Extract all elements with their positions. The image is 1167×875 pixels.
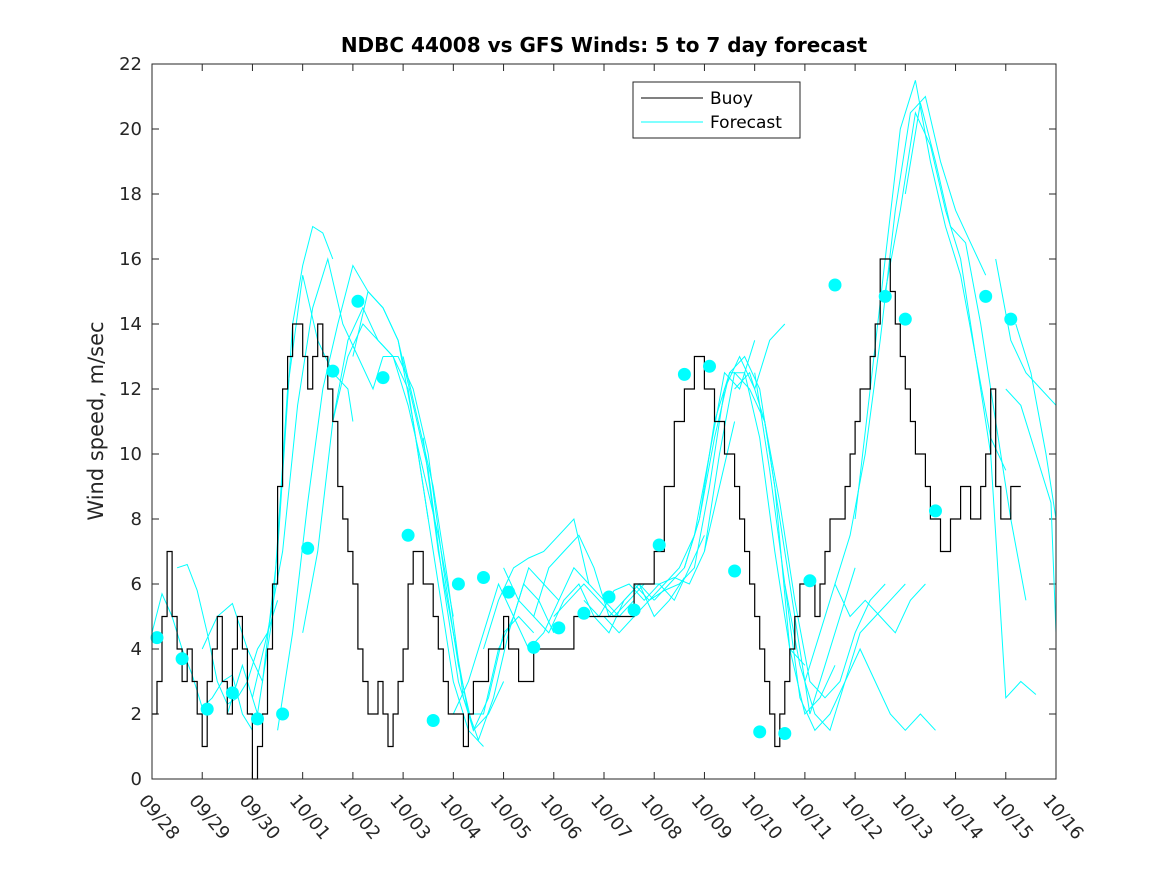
forecast-marker (898, 312, 912, 326)
buoy-series-group (152, 258, 1021, 780)
forecast-marker (527, 640, 541, 654)
y-tick-label: 2 (131, 704, 142, 725)
legend: Buoy Forecast (632, 81, 801, 139)
y-tick-label: 12 (119, 379, 142, 400)
y-axis-ticks: 0 2 4 6 8 10 12 14 16 18 20 22 (119, 54, 1056, 790)
forecast-series-line (703, 371, 856, 715)
forecast-series-line (995, 258, 1057, 406)
forecast-series-line (904, 102, 1027, 601)
y-tick-label: 4 (131, 639, 142, 660)
forecast-marker (677, 367, 691, 381)
forecast-marker (878, 289, 892, 303)
forecast-series-line (754, 372, 906, 732)
plot-area-frame (151, 63, 1057, 780)
forecast-series-line (834, 95, 987, 585)
y-tick-label: 20 (119, 119, 142, 140)
forecast-marker (778, 727, 792, 740)
forecast-marker (502, 585, 516, 599)
forecast-series-line (784, 583, 936, 732)
forecast-series-line (1015, 323, 1057, 520)
legend-label-forecast: Forecast (710, 113, 782, 133)
forecast-marker (301, 541, 315, 555)
forecast-marker (200, 702, 214, 716)
forecast-marker (753, 725, 767, 739)
forecast-marker (577, 606, 591, 620)
forecast-marker (929, 504, 942, 518)
forecast-marker (175, 652, 189, 666)
forecast-marker (477, 571, 490, 584)
forecast-marker (828, 278, 842, 292)
forecast-marker (426, 714, 440, 727)
forecast-marker (326, 364, 340, 378)
forecast-series-line (633, 323, 786, 601)
forecast-marker (401, 528, 415, 542)
forecast-series-line (332, 306, 484, 747)
forecast-series-line (1005, 388, 1057, 633)
forecast-marker (225, 686, 239, 700)
y-tick-label: 8 (131, 509, 142, 530)
forecast-series-line (804, 582, 926, 682)
forecast-marker (351, 294, 365, 308)
forecast-marker (451, 577, 465, 591)
forecast-marker (602, 590, 616, 604)
forecast-series-line (402, 356, 555, 742)
y-axis-label: Wind speed, m/sec (84, 321, 108, 520)
legend-label-buoy: Buoy (710, 89, 753, 109)
forecast-series-line (452, 566, 590, 715)
y-tick-label: 18 (119, 184, 142, 205)
forecast-marker (803, 574, 817, 588)
forecast-marker (627, 603, 641, 617)
forecast-series-line (251, 257, 384, 698)
forecast-marker (276, 707, 290, 721)
forecast-marker (251, 712, 264, 726)
forecast-marker (1004, 312, 1018, 326)
forecast-series-line (422, 437, 560, 715)
forecast-marker (150, 631, 164, 645)
forecast-series-line (884, 111, 1037, 700)
y-tick-label: 6 (131, 574, 142, 595)
forecast-marker (652, 538, 666, 552)
y-tick-label: 22 (119, 54, 142, 75)
y-tick-label: 14 (119, 314, 142, 335)
y-tick-label: 0 (131, 769, 142, 790)
forecast-series-line (683, 372, 836, 716)
legend-box (632, 81, 801, 139)
forecast-marker (979, 289, 993, 303)
forecast-marker (728, 564, 742, 578)
forecast-series-line (553, 535, 705, 618)
chart-title: NDBC 44008 vs GFS Winds: 5 to 7 day fore… (341, 33, 868, 57)
buoy-series-line (152, 258, 1021, 780)
forecast-marker (376, 371, 390, 385)
y-tick-label: 16 (119, 249, 142, 270)
forecast-markers-group (150, 278, 1018, 740)
forecast-marker (703, 359, 716, 373)
y-tick-label: 10 (119, 444, 142, 465)
forecast-series-line (352, 290, 505, 732)
forecast-marker (552, 621, 566, 635)
